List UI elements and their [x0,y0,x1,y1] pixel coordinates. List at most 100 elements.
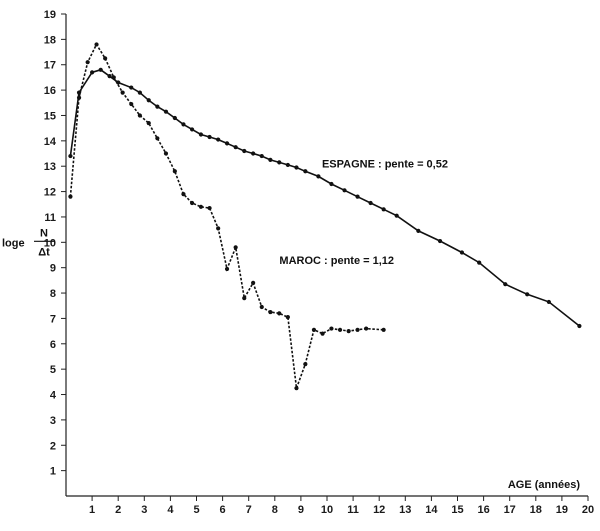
data-point-maroc [303,361,308,367]
y-axis-title-prefix: loge [2,237,25,249]
data-point-espagne [251,151,256,156]
y-tick-label: 7 [50,313,56,325]
data-point-espagne [394,213,399,218]
data-point-maroc [181,192,186,197]
data-point-espagne [137,90,142,95]
data-point-espagne [233,145,238,150]
data-point-espagne [259,153,264,159]
data-point-espagne [303,169,308,174]
data-point-maroc [111,75,116,80]
data-point-espagne [437,238,443,244]
labels-layer: AGE (années) loge N Δt ESPAGNE : pente = 0,5… [2,159,580,491]
data-point-espagne [189,127,195,132]
data-point-espagne [155,104,160,109]
x-tick-label: 7 [246,504,252,516]
y-tick-label: 9 [50,263,56,275]
data-point-espagne [503,282,508,287]
data-point-maroc [285,315,290,320]
data-point-maroc [311,327,317,332]
data-point-espagne [316,174,321,179]
x-axis-title: AGE (années) [508,479,580,491]
y-tick-label: 18 [44,34,56,46]
data-point-maroc [189,200,195,206]
data-point-maroc [216,226,221,231]
data-point-maroc [277,311,282,316]
data-point-espagne [172,115,177,121]
data-point-maroc [337,327,343,332]
data-point-maroc [94,42,99,47]
data-point-maroc [294,386,299,391]
y-tick-label: 15 [44,110,56,122]
y-axis-title-numerator: N [40,227,48,239]
data-point-maroc [120,90,125,95]
series-line-espagne [69,68,580,327]
data-point-espagne [90,70,95,75]
data-point-espagne [342,188,347,193]
data-point-maroc [346,329,351,334]
data-point-espagne [98,67,103,72]
x-tick-label: 1 [89,504,95,516]
x-tick-label: 4 [167,504,174,516]
data-point-maroc [224,266,230,272]
x-tick-label: 17 [504,504,516,516]
x-tick-label: 15 [451,504,463,516]
data-point-espagne [416,228,421,233]
data-point-espagne [277,160,282,165]
data-point-espagne [216,137,221,142]
y-tick-label: 12 [44,187,56,199]
data-point-maroc [329,326,334,331]
data-point-maroc [198,204,204,209]
data-point-maroc [68,194,73,199]
data-point-espagne [107,74,112,79]
data-point-espagne [198,132,204,137]
data-point-maroc [146,120,151,126]
data-point-espagne [116,80,121,85]
y-tick-label: 11 [44,212,56,224]
y-tick-label: 6 [50,339,56,351]
data-point-espagne [294,165,299,170]
x-tick-label: 10 [321,504,333,516]
data-point-espagne [577,323,582,329]
data-point-maroc [251,280,256,286]
data-point-maroc [207,205,212,211]
x-tick-label: 8 [272,504,278,516]
x-tick-label: 18 [530,504,542,516]
x-tick-label: 13 [399,504,411,516]
data-point-maroc [259,304,264,310]
data-point-maroc [129,101,134,107]
y-tick-label: 4 [50,390,57,402]
y-tick-label: 2 [50,440,56,452]
data-point-espagne [355,194,360,199]
data-point-espagne [477,260,482,265]
data-point-espagne [329,181,334,187]
x-tick-label: 16 [477,504,489,516]
y-tick-label: 17 [44,60,56,72]
data-point-espagne [459,250,465,255]
data-point-maroc [320,331,325,336]
y-axis-title-denominator: Δt [38,246,50,258]
data-point-espagne [146,98,151,103]
series-layer [68,42,582,391]
y-tick-label: 14 [44,136,57,148]
data-point-maroc [242,296,247,301]
data-point-maroc [364,326,369,331]
data-point-maroc [76,95,82,100]
y-tick-label: 5 [50,364,56,376]
data-point-maroc [268,309,273,315]
data-point-maroc [355,327,360,332]
y-tick-label: 16 [44,85,56,97]
data-point-espagne [546,299,551,305]
data-point-espagne [368,200,373,206]
data-point-espagne [242,148,247,154]
x-tick-label: 2 [115,504,121,516]
x-tick-label: 12 [373,504,385,516]
data-point-maroc [137,113,142,118]
x-tick-label: 5 [193,504,199,516]
y-tick-label: 1 [50,466,56,478]
data-point-maroc [155,136,160,141]
data-point-espagne [285,162,290,168]
data-point-espagne [525,292,530,297]
